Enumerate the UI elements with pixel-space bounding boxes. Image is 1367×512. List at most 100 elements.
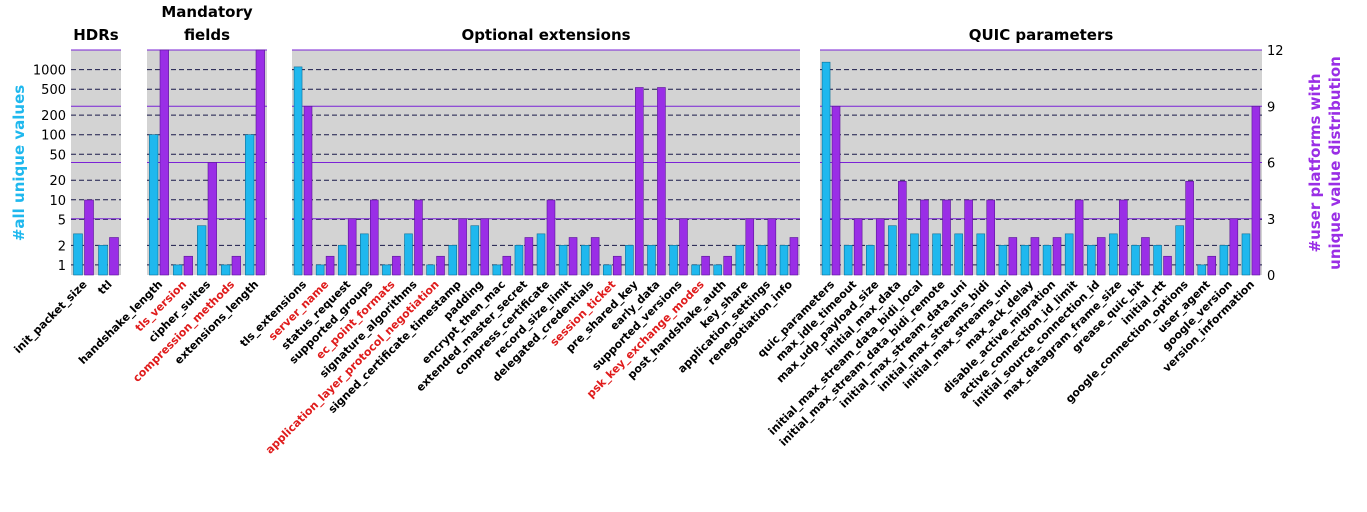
bar-user-platforms: [524, 237, 534, 276]
bar-all-unique-values: [1109, 233, 1118, 276]
bar-user-platforms: [458, 218, 467, 276]
bar-all-unique-values: [426, 264, 435, 276]
right-tick-label: 3: [1267, 213, 1275, 228]
bar-user-platforms: [84, 199, 94, 276]
bar-all-unique-values: [448, 245, 457, 276]
bar-user-platforms: [635, 87, 644, 276]
bar-user-platforms: [159, 49, 169, 276]
bar-user-platforms: [414, 199, 423, 276]
left-tick-label: 500: [41, 83, 66, 98]
bar-all-unique-values: [735, 245, 745, 276]
bar-all-unique-values: [1153, 245, 1162, 276]
bar-user-platforms: [875, 218, 885, 276]
bar-all-unique-values: [1219, 245, 1229, 276]
bar-user-platforms: [701, 255, 710, 276]
bar-user-platforms: [370, 199, 379, 276]
bar-all-unique-values: [315, 264, 325, 276]
bar-all-unique-values: [1197, 264, 1207, 276]
bar-all-unique-values: [954, 233, 963, 276]
bar-user-platforms: [723, 255, 732, 276]
category-label: ttl: [95, 278, 114, 297]
bar-all-unique-values: [382, 264, 391, 276]
bar-user-platforms: [789, 237, 799, 276]
bar-all-unique-values: [470, 225, 480, 276]
bar-all-unique-values: [647, 245, 656, 276]
bar-all-unique-values: [998, 245, 1008, 276]
bar-all-unique-values: [580, 245, 590, 276]
panel-title: HDRs: [73, 26, 119, 44]
bar-all-unique-values: [536, 233, 546, 276]
right-tick-label: 0: [1267, 269, 1275, 284]
bar-all-unique-values: [98, 245, 108, 276]
bar-all-unique-values: [1241, 233, 1251, 276]
bar-all-unique-values: [1175, 225, 1184, 276]
bar-user-platforms: [1052, 237, 1062, 276]
bar-user-platforms: [1251, 105, 1261, 276]
bar-user-platforms: [831, 105, 841, 276]
bar-all-unique-values: [888, 225, 897, 276]
bar-user-platforms: [480, 218, 489, 276]
bar-user-platforms: [1119, 199, 1128, 276]
bar-user-platforms: [1185, 180, 1194, 276]
bar-all-unique-values: [360, 233, 369, 276]
bar-user-platforms: [347, 218, 357, 276]
bar-user-platforms: [920, 199, 929, 276]
panel-title: Optional extensions: [461, 26, 630, 44]
bar-all-unique-values: [865, 245, 875, 276]
bar-user-platforms: [1030, 237, 1040, 276]
bar-all-unique-values: [558, 245, 568, 276]
bar-all-unique-values: [149, 134, 159, 276]
bar-user-platforms: [657, 87, 666, 276]
bar-all-unique-values: [404, 233, 413, 276]
bar-user-platforms: [1008, 237, 1018, 276]
bar-all-unique-values: [293, 66, 303, 276]
left-tick-label: 5: [58, 213, 66, 228]
bar-all-unique-values: [603, 264, 612, 276]
bar-user-platforms: [436, 255, 445, 276]
bar-all-unique-values: [1020, 245, 1030, 276]
bar-all-unique-values: [779, 245, 789, 276]
bar-all-unique-values: [245, 134, 255, 276]
bar-all-unique-values: [173, 264, 183, 276]
bar-all-unique-values: [197, 225, 207, 276]
bar-user-platforms: [325, 255, 335, 276]
bar-user-platforms: [898, 180, 907, 276]
right-tick-label: 6: [1267, 157, 1275, 172]
bar-all-unique-values: [910, 233, 919, 276]
panel-title: fields: [184, 26, 230, 44]
bar-user-platforms: [853, 218, 863, 276]
right-tick-label: 12: [1267, 44, 1284, 59]
bar-all-unique-values: [713, 264, 722, 276]
left-tick-label: 1000: [33, 64, 66, 79]
bar-all-unique-values: [1131, 245, 1140, 276]
bar-all-unique-values: [1086, 245, 1096, 276]
bar-all-unique-values: [691, 264, 700, 276]
bar-user-platforms: [612, 255, 622, 276]
bar-all-unique-values: [843, 245, 853, 276]
left-tick-label: 20: [49, 174, 66, 189]
left-axis-title: #all unique values: [10, 85, 28, 241]
right-axis-title-line2: unique value distribution: [1326, 56, 1344, 270]
bar-all-unique-values: [492, 264, 502, 276]
left-tick-label: 100: [41, 129, 66, 144]
bar-user-platforms: [231, 255, 241, 276]
bar-user-platforms: [183, 255, 193, 276]
bar-all-unique-values: [757, 245, 767, 276]
bar-user-platforms: [568, 237, 578, 276]
bar-user-platforms: [392, 255, 401, 276]
bar-user-platforms: [1141, 237, 1150, 276]
bar-user-platforms: [590, 237, 600, 276]
bar-user-platforms: [1207, 255, 1217, 276]
bar-user-platforms: [502, 255, 512, 276]
bar-user-platforms: [109, 237, 119, 276]
bar-user-platforms: [679, 218, 688, 276]
bar-user-platforms: [767, 218, 777, 276]
bar-user-platforms: [255, 49, 265, 276]
bar-all-unique-values: [221, 264, 231, 276]
right-axis-title-line1: #user platforms with: [1306, 74, 1324, 253]
bar-user-platforms: [986, 199, 996, 276]
bar-user-platforms: [745, 218, 755, 276]
bar-all-unique-values: [976, 233, 986, 276]
